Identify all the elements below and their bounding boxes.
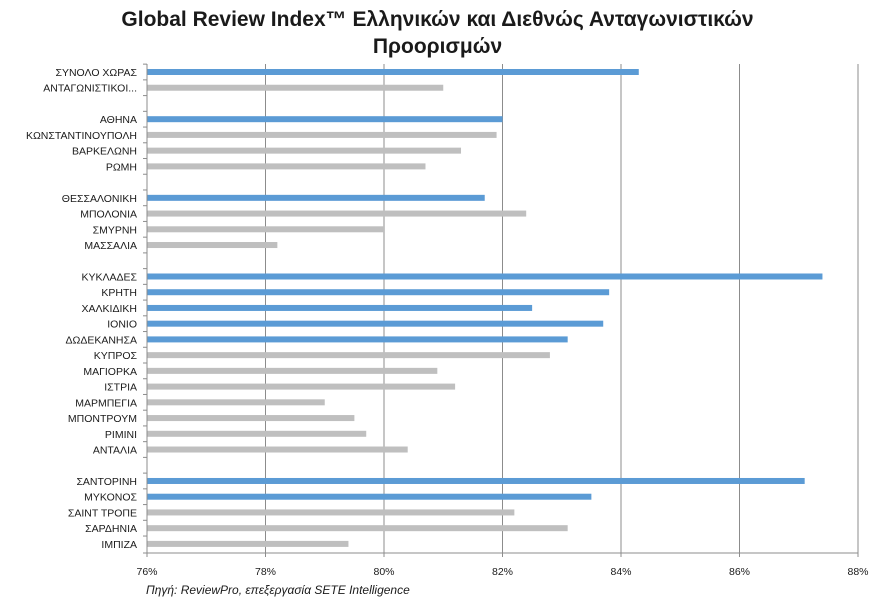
bar-greek [147,304,533,311]
x-tick-label: 82% [492,566,513,578]
bar-competitor [147,430,367,437]
category-label: ΑΝΤΑΛΙΑ [93,445,137,457]
category-label: ΚΥΚΛΑΔΕΣ [81,271,137,283]
category-label: ΡΙΜΙΝΙ [105,429,137,441]
category-label: ΙΜΠΙΖΑ [101,539,137,551]
category-label: ΜΑΡΜΠΕΓΙΑ [75,397,137,409]
axes [143,63,859,557]
category-label: ΣΑΡΔΗΝΙΑ [85,523,137,535]
category-label: ΚΥΠΡΟΣ [94,350,138,362]
category-label: ΚΡΗΤΗ [101,287,137,299]
category-label: ΑΝΤΑΓΩΝΙΣΤΙΚΟΙ... [43,83,137,95]
bar-competitor [147,399,325,406]
bar-competitor [147,352,550,359]
category-label: ΑΘΗΝΑ [100,114,137,126]
category-label: ΡΩΜΗ [106,161,137,173]
category-label: ΚΩΝΣΤΑΝΤΙΝΟΥΠΟΛΗ [26,130,137,142]
bar-competitor [147,84,444,91]
bar-competitor [147,525,568,532]
bars [147,69,823,547]
category-label: ΜΑΓΙΟΡΚΑ [83,366,137,378]
bar-greek [147,273,823,280]
bar-greek [147,69,639,75]
category-label: ΣΑΙΝΤ ΤΡΟΠΕ [68,507,137,519]
x-tick-label: 86% [729,566,750,578]
bar-greek [147,194,485,201]
chart-title-line1: Global Review Index™ Ελληνικών και Διεθν… [121,8,754,31]
category-labels: ΣΥΝΟΛΟ ΧΩΡΑΣ ΑΝΤΑΓΩΝΙΣΤΙΚΟΙ... ΑΘΗΝΑ ΚΩΝΣΤΑ… [26,67,138,551]
category-label: ΙΟΝΙΟ [107,319,137,331]
category-label: ΧΑΛΚΙΔΙΚΗ [82,303,137,315]
bar-competitor [147,367,438,374]
source-note: Πηγή: ReviewPro, επεξεργασία SETE Intell… [146,583,410,597]
bar-greek [147,289,610,296]
bar-competitor [147,226,384,233]
bar-competitor [147,540,349,547]
category-label: ΜΠΟΝΤΡΟΥΜ [68,413,137,425]
bar-competitor [147,210,527,217]
bar-greek [147,320,604,327]
bar-greek [147,116,503,123]
x-tick-label: 84% [610,566,631,578]
bar-competitor [147,147,462,154]
bar-competitor [147,509,515,516]
chart-title: Global Review Index™ Ελληνικών και Διεθν… [0,6,875,60]
category-label: ΜΠΟΛΟΝΙΑ [80,209,137,221]
x-tick-label: 80% [373,566,394,578]
bar-competitor [147,415,355,422]
chart-title-line2: Προορισμών [372,35,503,58]
bar-greek [147,477,805,484]
category-label: ΔΩΔΕΚΑΝΗΣΑ [65,334,137,346]
x-tick-label: 76% [136,566,157,578]
bar-competitor [147,383,456,390]
category-label: ΒΑΡΚΕΛΩΝΗ [72,146,137,158]
x-tick-label: 78% [255,566,276,578]
bar-greek [147,336,568,343]
bar-competitor [147,446,408,453]
bar-competitor [147,242,278,249]
category-label: ΣΜΥΡΝΗ [93,224,137,236]
category-label: ΜΥΚΟΝΟΣ [84,492,137,504]
category-label: ΣΥΝΟΛΟ ΧΩΡΑΣ [55,67,137,79]
category-label: ΣΑΝΤΟΡΙΝΗ [76,476,137,488]
category-label: ΙΣΤΡΙΑ [104,382,137,394]
bar-greek [147,493,592,500]
x-tick-label: 88% [847,566,868,578]
category-label: ΜΑΣΣΑΛΙΑ [84,240,137,252]
bar-competitor [147,163,426,170]
bar-competitor [147,131,497,138]
category-label: ΘΕΣΣΑΛΟΝΙΚΗ [62,193,137,205]
x-tick-labels: 76% 78% 80% 82% 84% 86% 88% [136,566,868,578]
